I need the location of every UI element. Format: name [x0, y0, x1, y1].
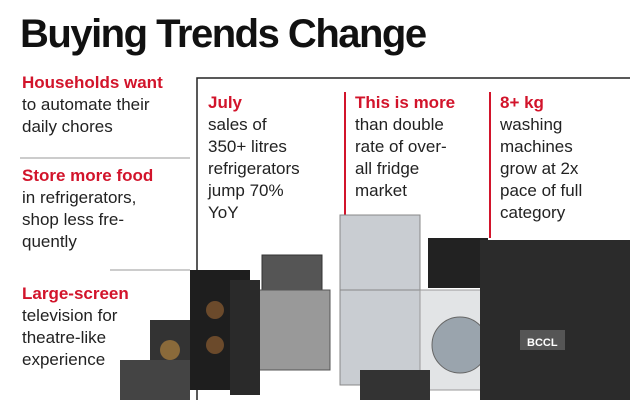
text-line: grow at 2x	[500, 159, 579, 178]
text-line: to automate their	[22, 95, 150, 114]
heading: Households want	[22, 73, 163, 92]
watermark: BCCL	[527, 337, 558, 349]
text-line: daily chores	[22, 117, 113, 136]
text-line: sales of	[208, 115, 267, 134]
text-line: in refrigerators,	[22, 188, 137, 207]
text-line: pace of full	[500, 181, 583, 200]
text-line: category	[500, 203, 566, 222]
text-line: shop less fre-	[22, 210, 125, 229]
text-line: jump 70%	[208, 181, 284, 200]
text-line: rate of over-	[355, 137, 447, 156]
text-line: 350+ litres	[208, 137, 287, 156]
text-line: experience	[22, 350, 106, 369]
text-line: than double	[355, 115, 444, 134]
appliances	[120, 214, 630, 400]
heading: July	[208, 93, 243, 112]
text-block: This is more than double rate of over-all …	[355, 92, 455, 202]
title: Buying Trends Change	[20, 12, 427, 56]
text-block: Store more food in refrigerators, shop les…	[22, 165, 153, 253]
text-block: 8+ kg washing machines grow at 2x pace of fu…	[500, 92, 582, 224]
text-line: YoY	[208, 203, 239, 222]
text-line: television for	[22, 306, 118, 325]
heading: This is more	[355, 93, 456, 112]
text-line: all fridge	[355, 159, 420, 178]
text-block: Large-screen television for theatre-like ex…	[22, 283, 129, 371]
box	[196, 77, 630, 400]
heading: Store more food	[22, 166, 154, 185]
heading: 8+ kg	[500, 93, 544, 112]
text-block: July sales of 350+ litres refrigerators jump…	[208, 92, 300, 224]
heading: Large-screen	[22, 284, 129, 303]
text-line: quently	[22, 232, 77, 251]
text-line: washing	[500, 115, 563, 134]
text-block: Households want to automate their daily ch…	[22, 72, 163, 138]
text-line: theatre-like	[22, 328, 107, 347]
text-line: refrigerators	[208, 159, 300, 178]
text-line: machines	[500, 137, 573, 156]
text-line: market	[355, 181, 407, 200]
